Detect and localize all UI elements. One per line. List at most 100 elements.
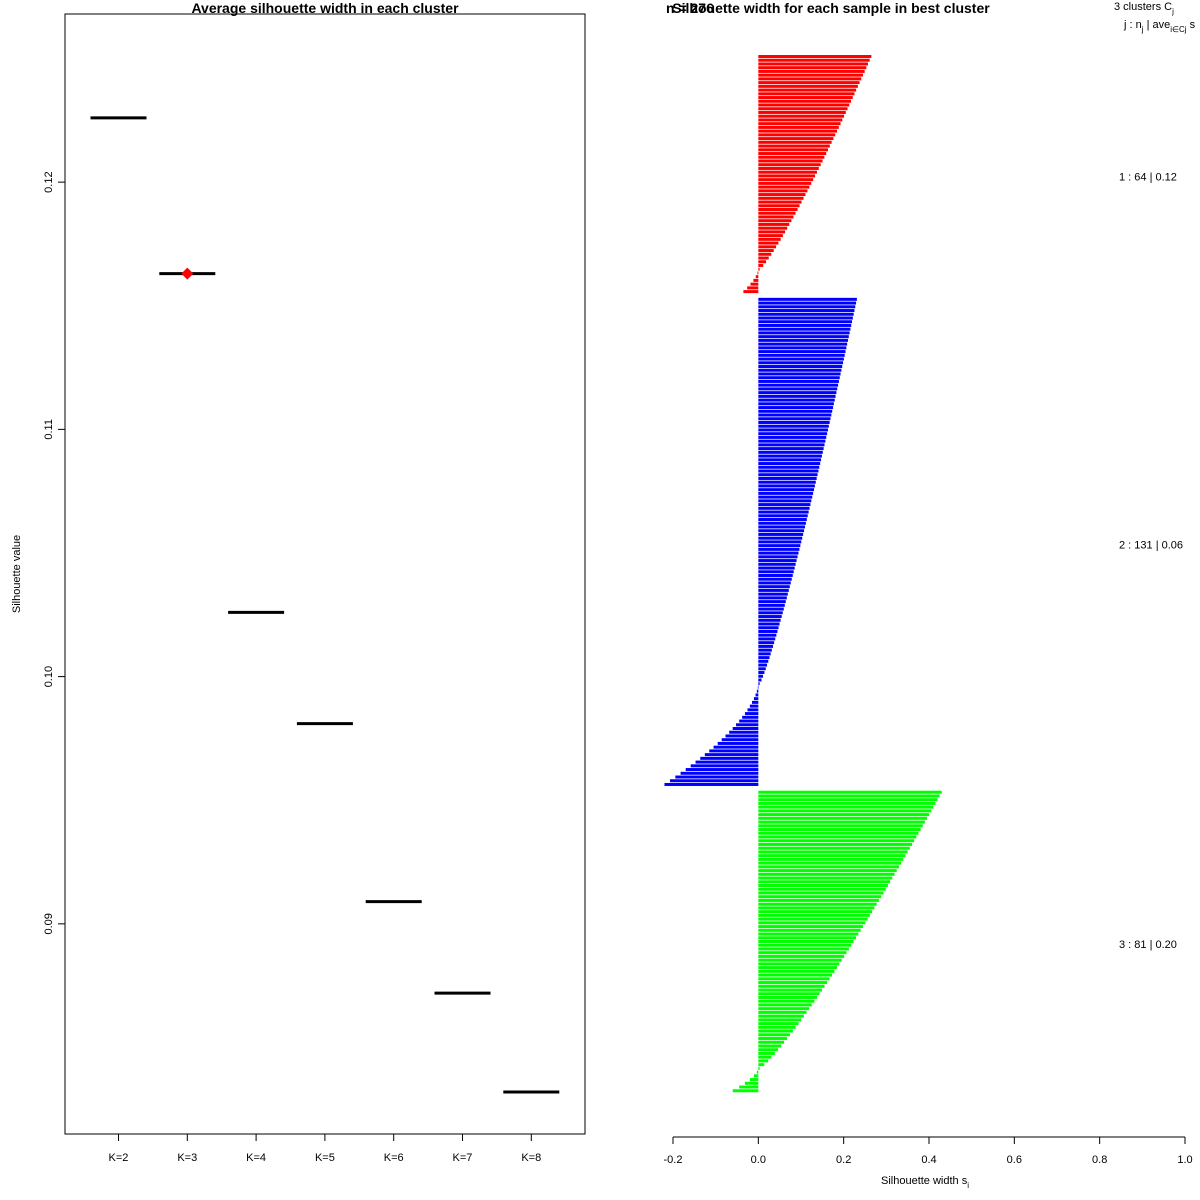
silhouette-bar bbox=[753, 278, 759, 282]
silhouette-bar bbox=[758, 570, 794, 574]
silhouette-bar bbox=[758, 309, 855, 313]
silhouette-bar bbox=[758, 338, 848, 342]
silhouette-bar bbox=[758, 99, 852, 103]
silhouette-bar bbox=[758, 133, 836, 137]
silhouette-bar bbox=[758, 140, 832, 144]
silhouette-bar bbox=[758, 921, 866, 925]
silhouette-bar bbox=[758, 152, 827, 156]
silhouette-bar bbox=[758, 1055, 772, 1059]
silhouette-bar bbox=[758, 577, 792, 581]
silhouette-bar bbox=[758, 574, 793, 577]
silhouette-bar bbox=[758, 917, 868, 921]
silhouette-bar bbox=[758, 406, 834, 410]
silhouette-bar bbox=[758, 237, 781, 241]
silhouette-bar bbox=[758, 536, 803, 540]
silhouette-bar bbox=[758, 488, 815, 492]
silhouette-bar bbox=[758, 939, 854, 943]
silhouette-bar bbox=[756, 689, 759, 693]
silhouette-bar bbox=[758, 103, 850, 107]
silhouette-bar bbox=[758, 353, 845, 357]
left-x-tick-label: K=6 bbox=[384, 1152, 404, 1164]
silhouette-bar bbox=[758, 241, 779, 245]
silhouette-bar bbox=[743, 290, 759, 294]
silhouette-bar bbox=[758, 443, 825, 447]
silhouette-bar bbox=[758, 368, 842, 372]
silhouette-bar bbox=[758, 667, 766, 671]
silhouette-bar bbox=[709, 749, 759, 753]
right-x-tick-label: 0.8 bbox=[1092, 1154, 1107, 1166]
silhouette-bar bbox=[749, 704, 759, 708]
silhouette-bar bbox=[758, 510, 809, 514]
silhouette-bar bbox=[758, 615, 782, 619]
silhouette-bar bbox=[758, 249, 774, 253]
silhouette-bar bbox=[758, 981, 828, 985]
silhouette-bar bbox=[758, 417, 831, 421]
silhouette-bar bbox=[736, 723, 759, 727]
silhouette-bar bbox=[758, 947, 849, 951]
silhouette-bar bbox=[758, 839, 915, 843]
left-y-tick-label: 0.10 bbox=[43, 666, 55, 687]
silhouette-bar bbox=[758, 379, 839, 383]
silhouette-bar bbox=[758, 842, 912, 846]
silhouette-bar bbox=[758, 55, 872, 58]
silhouette-bar bbox=[758, 66, 867, 70]
silhouette-bar bbox=[758, 1063, 765, 1067]
silhouette-bar bbox=[758, 641, 775, 645]
silhouette-bar bbox=[758, 925, 863, 929]
silhouette-bar bbox=[758, 316, 853, 320]
silhouette-bar bbox=[758, 674, 764, 678]
silhouette-bar bbox=[752, 700, 759, 704]
left-y-axis-label: Silhouette value bbox=[11, 535, 23, 613]
silhouette-bar bbox=[758, 607, 784, 611]
silhouette-bar bbox=[758, 499, 812, 503]
silhouette-bar bbox=[758, 170, 817, 174]
silhouette-bar bbox=[747, 708, 759, 712]
silhouette-bar bbox=[758, 876, 893, 880]
cluster-summary-label: 2 : 131 | 0.06 bbox=[1119, 539, 1183, 551]
silhouette-bar bbox=[758, 977, 830, 981]
silhouette-bar bbox=[758, 861, 902, 865]
silhouette-bar bbox=[758, 951, 847, 955]
silhouette-bar bbox=[758, 637, 776, 641]
silhouette-bar bbox=[758, 884, 888, 887]
silhouette-bar bbox=[758, 204, 800, 208]
silhouette-bar bbox=[758, 622, 780, 626]
left-chart-title: Average silhouette width in each cluster bbox=[191, 0, 459, 16]
silhouette-bar bbox=[742, 715, 759, 719]
silhouette-bar bbox=[758, 794, 940, 798]
silhouette-bar bbox=[758, 588, 789, 592]
silhouette-bar bbox=[758, 69, 865, 73]
silhouette-bar bbox=[744, 712, 759, 716]
silhouette-bar bbox=[739, 1085, 759, 1089]
silhouette-bar bbox=[758, 1010, 807, 1014]
silhouette-bar bbox=[758, 895, 882, 899]
silhouette-bar bbox=[732, 727, 759, 730]
left-x-tick-label: K=3 bbox=[177, 1152, 197, 1164]
silhouette-bar bbox=[758, 245, 777, 249]
silhouette-bar bbox=[758, 644, 774, 648]
silhouette-bar bbox=[758, 84, 858, 88]
silhouette-bar bbox=[758, 663, 768, 667]
silhouette-bar bbox=[758, 995, 817, 999]
silhouette-bar bbox=[758, 659, 769, 663]
silhouette-bar bbox=[758, 402, 834, 406]
silhouette-bar bbox=[758, 600, 786, 604]
silhouette-bar bbox=[758, 107, 848, 111]
silhouette-bar bbox=[758, 473, 818, 477]
silhouette-bar bbox=[758, 932, 859, 936]
silhouette-bar bbox=[758, 88, 857, 92]
right-bars bbox=[664, 55, 942, 1093]
silhouette-bar bbox=[758, 484, 815, 488]
silhouette-bar bbox=[758, 413, 832, 417]
silhouette-bar bbox=[758, 518, 807, 522]
silhouette-bar bbox=[758, 872, 895, 876]
silhouette-bar bbox=[758, 439, 826, 443]
silhouette-bar bbox=[758, 219, 792, 223]
silhouette-bar bbox=[758, 1044, 782, 1048]
silhouette-bar bbox=[758, 454, 822, 458]
silhouette-bar bbox=[758, 828, 921, 832]
left-y-tick-label: 0.11 bbox=[43, 419, 55, 440]
silhouette-bar bbox=[758, 906, 875, 910]
silhouette-bar bbox=[758, 387, 838, 391]
